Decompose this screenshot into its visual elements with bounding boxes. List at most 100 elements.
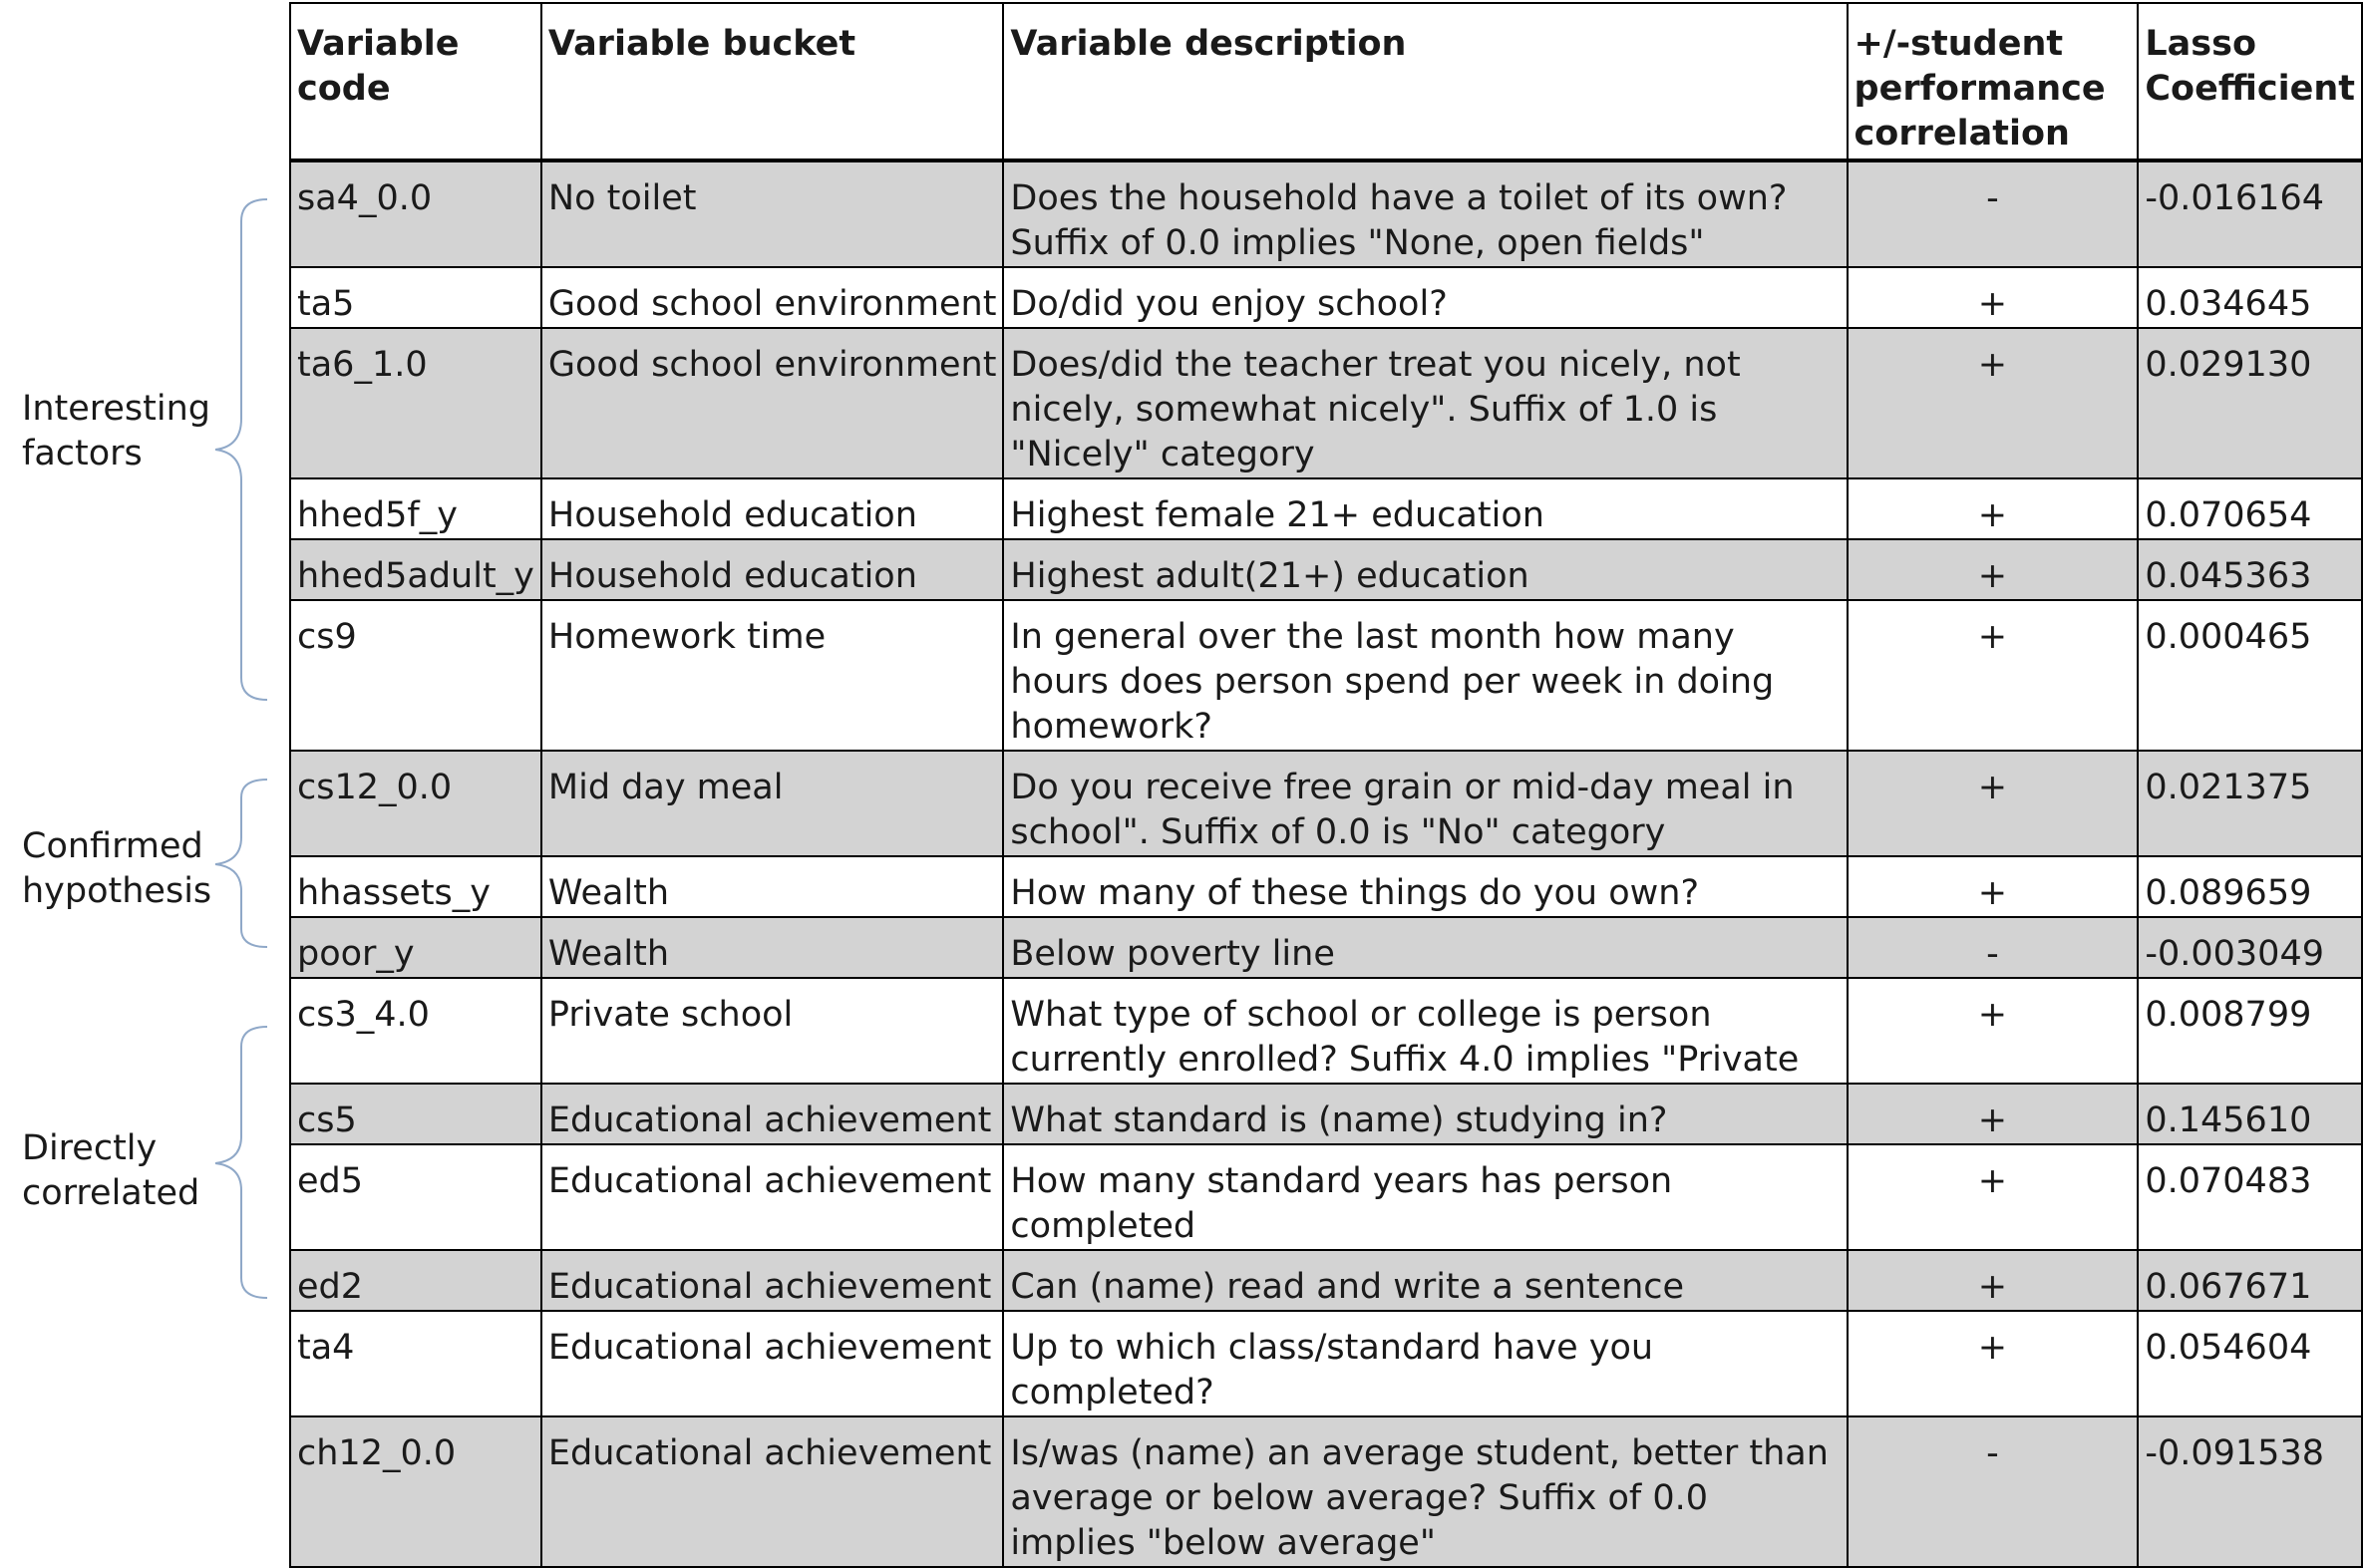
table-row: hhed5adult_y Household education Highest a… bbox=[289, 538, 2363, 601]
cell-correlation-sign: + bbox=[1846, 750, 2140, 857]
table-row: cs5 Educational achievement What standard … bbox=[289, 1083, 2363, 1145]
cell-variable-bucket: Private school bbox=[539, 977, 1005, 1085]
cell-variable-description: Below poverty line bbox=[1002, 916, 1849, 979]
header-variable-bucket: Variable bucket bbox=[539, 2, 1005, 161]
cell-correlation-sign: + bbox=[1846, 1143, 2140, 1251]
cell-correlation-sign: - bbox=[1846, 916, 2140, 979]
cell-lasso-coefficient: 0.070654 bbox=[2137, 477, 2363, 540]
brace-interesting-factors bbox=[214, 198, 268, 701]
cell-lasso-coefficient: 0.070483 bbox=[2137, 1143, 2363, 1251]
cell-variable-description: How many standard years has person compl… bbox=[1002, 1143, 1849, 1251]
cell-variable-description: Highest female 21+ education bbox=[1002, 477, 1849, 540]
cell-variable-bucket: Household education bbox=[539, 477, 1005, 540]
cell-correlation-sign: + bbox=[1846, 477, 2140, 540]
table-row: ta4 Educational achievement Up to which cl… bbox=[289, 1310, 2363, 1417]
cell-variable-code: cs12_0.0 bbox=[289, 750, 542, 857]
cell-variable-code: hhed5adult_y bbox=[289, 538, 542, 601]
cell-variable-bucket: Homework time bbox=[539, 599, 1005, 752]
table-row: poor_y Wealth Below poverty line - -0.003049 bbox=[289, 916, 2363, 979]
cell-variable-code: poor_y bbox=[289, 916, 542, 979]
cell-lasso-coefficient: 0.000465 bbox=[2137, 599, 2363, 752]
cell-variable-description: In general over the last month how many … bbox=[1002, 599, 1849, 752]
cell-variable-code: sa4_0.0 bbox=[289, 159, 542, 268]
cell-lasso-coefficient: 0.008799 bbox=[2137, 977, 2363, 1085]
table-row: ta5 Good school environment Do/did you enj… bbox=[289, 266, 2363, 329]
cell-variable-description: Is/was (name) an average student, better… bbox=[1002, 1415, 1849, 1568]
header-lasso-coefficient: Lasso Coefficient bbox=[2137, 2, 2363, 161]
variables-table: Variable code Variable bucket Variable d… bbox=[289, 2, 2363, 1568]
cell-variable-description: Up to which class/standard have you comp… bbox=[1002, 1310, 1849, 1417]
header-variable-description: Variable description bbox=[1002, 2, 1849, 161]
cell-variable-bucket: Educational achievement bbox=[539, 1083, 1005, 1145]
table-row: sa4_0.0 No toilet Does the household have … bbox=[289, 159, 2363, 268]
brace-confirmed-hypothesis bbox=[214, 779, 268, 948]
cell-correlation-sign: + bbox=[1846, 1249, 2140, 1312]
cell-variable-code: ch12_0.0 bbox=[289, 1415, 542, 1568]
header-correlation: +/-student performance correlation bbox=[1846, 2, 2140, 161]
variables-table-container: Variable code Variable bucket Variable d… bbox=[289, 2, 2363, 1568]
cell-lasso-coefficient: -0.016164 bbox=[2137, 159, 2363, 268]
table-row: cs12_0.0 Mid day meal Do you receive free … bbox=[289, 750, 2363, 857]
cell-lasso-coefficient: 0.029130 bbox=[2137, 327, 2363, 479]
cell-variable-description: How many of these things do you own? bbox=[1002, 855, 1849, 918]
cell-variable-description: Do you receive free grain or mid-day mea… bbox=[1002, 750, 1849, 857]
cell-lasso-coefficient: -0.003049 bbox=[2137, 916, 2363, 979]
cell-correlation-sign: + bbox=[1846, 599, 2140, 752]
cell-variable-bucket: Wealth bbox=[539, 855, 1005, 918]
header-variable-code: Variable code bbox=[289, 2, 542, 161]
cell-variable-bucket: No toilet bbox=[539, 159, 1005, 268]
cell-variable-code: ta4 bbox=[289, 1310, 542, 1417]
table-row: ta6_1.0 Good school environment Does/did t… bbox=[289, 327, 2363, 479]
cell-variable-code: cs3_4.0 bbox=[289, 977, 542, 1085]
cell-variable-code: cs9 bbox=[289, 599, 542, 752]
cell-correlation-sign: - bbox=[1846, 159, 2140, 268]
cell-variable-bucket: Good school environment bbox=[539, 266, 1005, 329]
cell-lasso-coefficient: 0.045363 bbox=[2137, 538, 2363, 601]
cell-correlation-sign: + bbox=[1846, 266, 2140, 329]
cell-correlation-sign: + bbox=[1846, 1310, 2140, 1417]
cell-variable-code: ed5 bbox=[289, 1143, 542, 1251]
cell-variable-code: hhed5f_y bbox=[289, 477, 542, 540]
cell-variable-bucket: Educational achievement bbox=[539, 1415, 1005, 1568]
cell-lasso-coefficient: 0.021375 bbox=[2137, 750, 2363, 857]
cell-correlation-sign: + bbox=[1846, 977, 2140, 1085]
cell-variable-description: What type of school or college is person… bbox=[1002, 977, 1849, 1085]
table-row: hhassets_y Wealth How many of these things… bbox=[289, 855, 2363, 918]
table-row: ed2 Educational achievement Can (name) rea… bbox=[289, 1249, 2363, 1312]
table-row: cs3_4.0 Private school What type of school… bbox=[289, 977, 2363, 1085]
cell-lasso-coefficient: 0.054604 bbox=[2137, 1310, 2363, 1417]
table-header-row: Variable code Variable bucket Variable d… bbox=[289, 2, 2363, 161]
cell-correlation-sign: + bbox=[1846, 855, 2140, 918]
cell-variable-code: ed2 bbox=[289, 1249, 542, 1312]
cell-variable-bucket: Educational achievement bbox=[539, 1249, 1005, 1312]
cell-variable-bucket: Household education bbox=[539, 538, 1005, 601]
cell-variable-description: Does/did the teacher treat you nicely, n… bbox=[1002, 327, 1849, 479]
group-label-confirmed-hypothesis: Confirmed hypothesis bbox=[22, 826, 212, 911]
cell-variable-description: Does the household have a toilet of its … bbox=[1002, 159, 1849, 268]
cell-lasso-coefficient: 0.034645 bbox=[2137, 266, 2363, 329]
group-label-directly-correlated: Directly correlated bbox=[22, 1128, 200, 1213]
cell-lasso-coefficient: -0.091538 bbox=[2137, 1415, 2363, 1568]
cell-lasso-coefficient: 0.067671 bbox=[2137, 1249, 2363, 1312]
cell-variable-code: ta5 bbox=[289, 266, 542, 329]
cell-variable-description: Can (name) read and write a sentence bbox=[1002, 1249, 1849, 1312]
group-label-interesting-factors: Interesting factors bbox=[22, 389, 210, 473]
cell-variable-bucket: Wealth bbox=[539, 916, 1005, 979]
cell-variable-description: Do/did you enjoy school? bbox=[1002, 266, 1849, 329]
cell-correlation-sign: + bbox=[1846, 538, 2140, 601]
cell-variable-code: ta6_1.0 bbox=[289, 327, 542, 479]
cell-correlation-sign: + bbox=[1846, 1083, 2140, 1145]
table-row: ed5 Educational achievement How many stand… bbox=[289, 1143, 2363, 1251]
cell-variable-code: cs5 bbox=[289, 1083, 542, 1145]
cell-variable-bucket: Educational achievement bbox=[539, 1310, 1005, 1417]
table-row: hhed5f_y Household education Highest femal… bbox=[289, 477, 2363, 540]
cell-correlation-sign: - bbox=[1846, 1415, 2140, 1568]
cell-variable-description: What standard is (name) studying in? bbox=[1002, 1083, 1849, 1145]
cell-variable-description: Highest adult(21+) education bbox=[1002, 538, 1849, 601]
cell-correlation-sign: + bbox=[1846, 327, 2140, 479]
table-row: ch12_0.0 Educational achievement Is/was (n… bbox=[289, 1415, 2363, 1568]
cell-variable-bucket: Mid day meal bbox=[539, 750, 1005, 857]
table-row: cs9 Homework time In general over the last… bbox=[289, 599, 2363, 752]
cell-variable-bucket: Good school environment bbox=[539, 327, 1005, 479]
cell-lasso-coefficient: 0.145610 bbox=[2137, 1083, 2363, 1145]
